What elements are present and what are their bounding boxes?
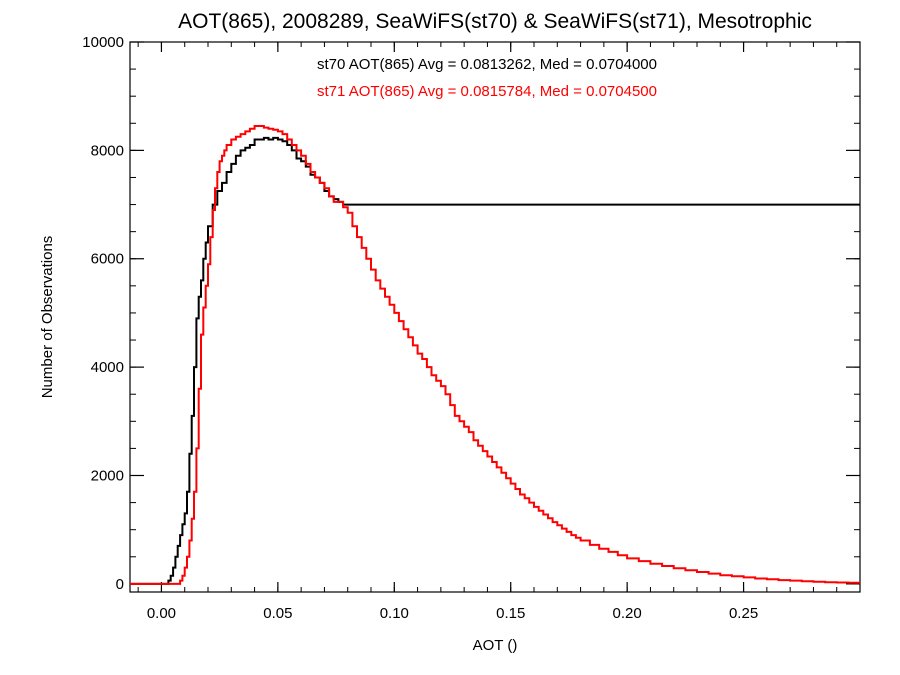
x-tick-label: 0.20	[613, 605, 642, 622]
x-axis-label: AOT ()	[473, 637, 518, 654]
y-tick-label: 8000	[91, 142, 124, 159]
y-tick-label: 0	[116, 576, 124, 593]
y-tick-label: 4000	[91, 359, 124, 376]
axis-ticks: 0.00 0.05 0.10 0.15 0.20 0.25 0 2000 4000 6000 800…	[82, 34, 861, 622]
x-tick-label: 0.10	[380, 605, 409, 622]
plot-frame	[129, 41, 861, 593]
y-tick-label: 6000	[91, 251, 124, 268]
x-tick-label: 0.00	[147, 605, 176, 622]
y-tick-label: 2000	[91, 467, 124, 484]
series-st70-line	[130, 136, 860, 585]
annotation-st70: st70 AOT(865) Avg = 0.0813262, Med = 0.0…	[317, 56, 657, 73]
x-tick-label: 0.15	[496, 605, 525, 622]
x-tick-label: 0.05	[263, 605, 292, 622]
y-tick-label: 10000	[82, 34, 124, 51]
x-tick-label: 0.25	[729, 605, 758, 622]
data-series	[130, 125, 860, 585]
y-axis-label: Number of Observations	[39, 236, 56, 399]
annotation-st71: st71 AOT(865) Avg = 0.0815784, Med = 0.0…	[317, 83, 657, 100]
chart-title: AOT(865), 2008289, SeaWiFS(st70) & SeaWi…	[178, 10, 812, 33]
series-st71-line	[130, 125, 860, 585]
